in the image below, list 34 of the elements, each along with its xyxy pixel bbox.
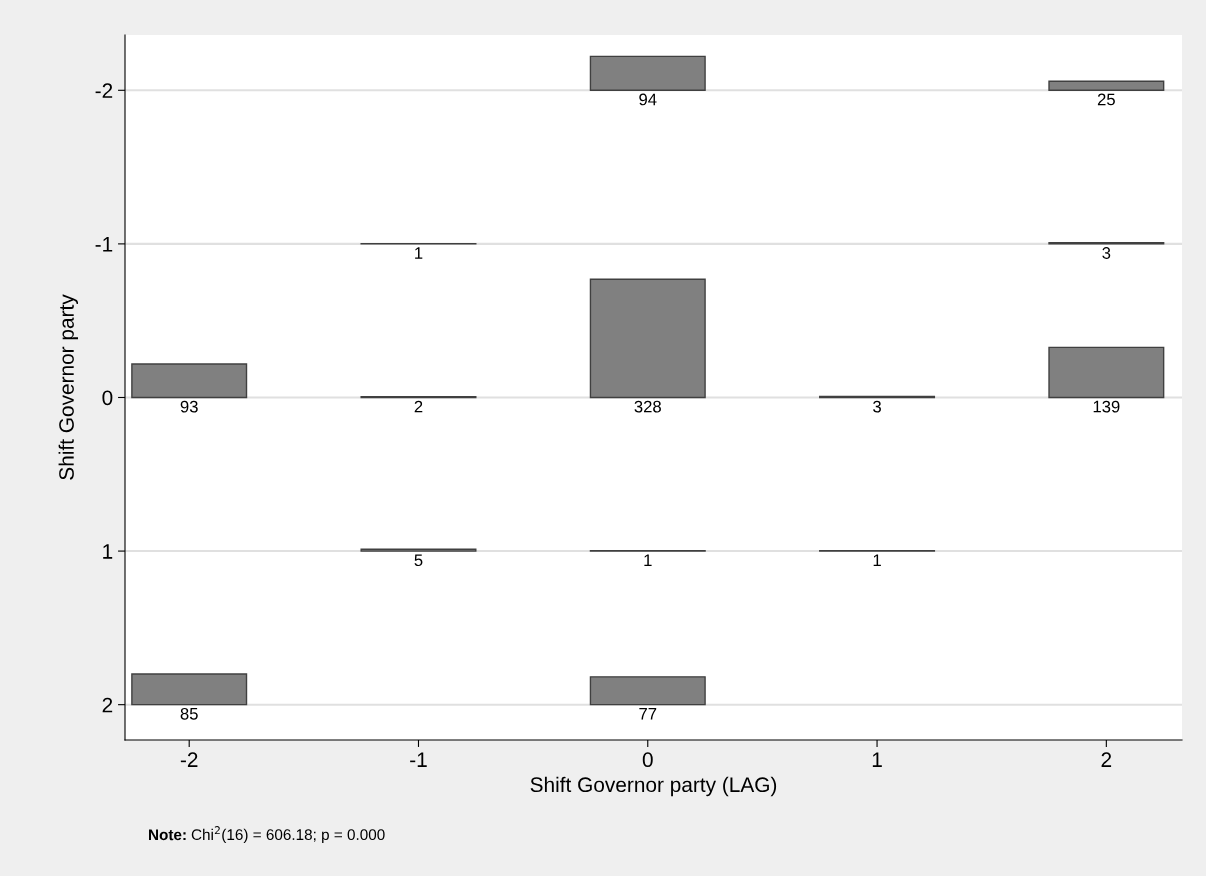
annotation: 25	[1097, 93, 1115, 106]
x-tick-label: 0	[642, 752, 653, 768]
bar	[131, 673, 248, 706]
y-tick-label: -1	[95, 237, 113, 252]
annotation: 1	[644, 554, 652, 566]
annotation: 3	[1102, 247, 1111, 259]
annotation: 3	[873, 400, 881, 413]
annotation: 85	[180, 707, 198, 720]
bar	[589, 278, 706, 399]
annotation: 139	[1093, 400, 1120, 413]
x-tick-label: -2	[180, 752, 198, 767]
text: Note: Chi$^{2}$(16) = 606.18; p = 0.000	[149, 826, 385, 844]
x-tick-label: -1	[410, 752, 427, 767]
y-axis-title: Shift Governor party	[58, 294, 79, 480]
bar	[1048, 80, 1165, 91]
y-tick-label: 2	[102, 697, 113, 713]
x-tick-label: 1	[872, 752, 882, 767]
annotation: 1	[415, 247, 423, 259]
x-axis-title: Shift Governor party (LAG)	[530, 776, 777, 797]
bar	[131, 363, 248, 399]
bar	[589, 55, 706, 91]
annotation: 5	[414, 554, 423, 567]
annotation: 94	[639, 93, 657, 106]
annotation: 77	[639, 708, 657, 720]
x-tick-label: 2	[1101, 752, 1112, 767]
annotation: 1	[873, 554, 881, 566]
annotation: 2	[414, 400, 423, 413]
bar	[589, 676, 706, 706]
y-tick-label: 0	[102, 390, 113, 406]
annotation: 328	[634, 400, 661, 413]
annotation: 93	[180, 400, 198, 413]
bar	[1048, 346, 1165, 399]
y-tick-label: -2	[95, 83, 113, 98]
y-tick-label: 1	[103, 544, 113, 559]
